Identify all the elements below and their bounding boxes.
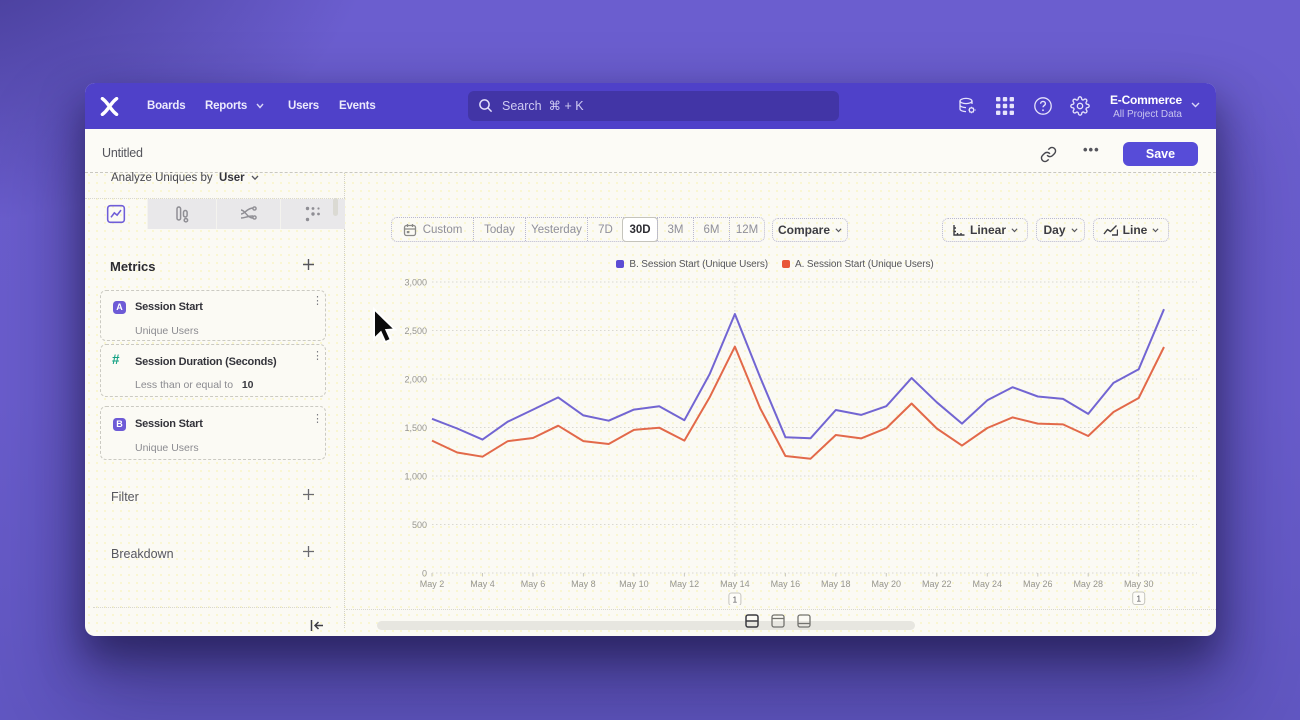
svg-text:May 16: May 16: [771, 579, 801, 589]
svg-text:1,500: 1,500: [404, 423, 427, 433]
svg-text:May 18: May 18: [821, 579, 851, 589]
svg-text:May 14: May 14: [720, 579, 750, 589]
svg-text:May 12: May 12: [670, 579, 700, 589]
svg-text:May 26: May 26: [1023, 579, 1053, 589]
svg-text:1,000: 1,000: [404, 472, 427, 482]
svg-text:May 2: May 2: [420, 579, 445, 589]
svg-text:May 28: May 28: [1073, 579, 1103, 589]
svg-text:1: 1: [733, 595, 738, 605]
svg-text:May 8: May 8: [571, 579, 596, 589]
svg-text:0: 0: [422, 569, 427, 579]
svg-text:May 24: May 24: [973, 579, 1003, 589]
svg-text:May 22: May 22: [922, 579, 952, 589]
svg-text:2,000: 2,000: [404, 375, 427, 385]
svg-text:May 6: May 6: [521, 579, 546, 589]
svg-text:May 10: May 10: [619, 579, 649, 589]
svg-text:May 20: May 20: [872, 579, 902, 589]
svg-text:500: 500: [412, 520, 427, 530]
svg-text:May 4: May 4: [470, 579, 495, 589]
svg-text:May 30: May 30: [1124, 579, 1154, 589]
svg-text:2,500: 2,500: [404, 326, 427, 336]
svg-text:1: 1: [1136, 594, 1141, 604]
svg-text:3,000: 3,000: [404, 278, 427, 288]
